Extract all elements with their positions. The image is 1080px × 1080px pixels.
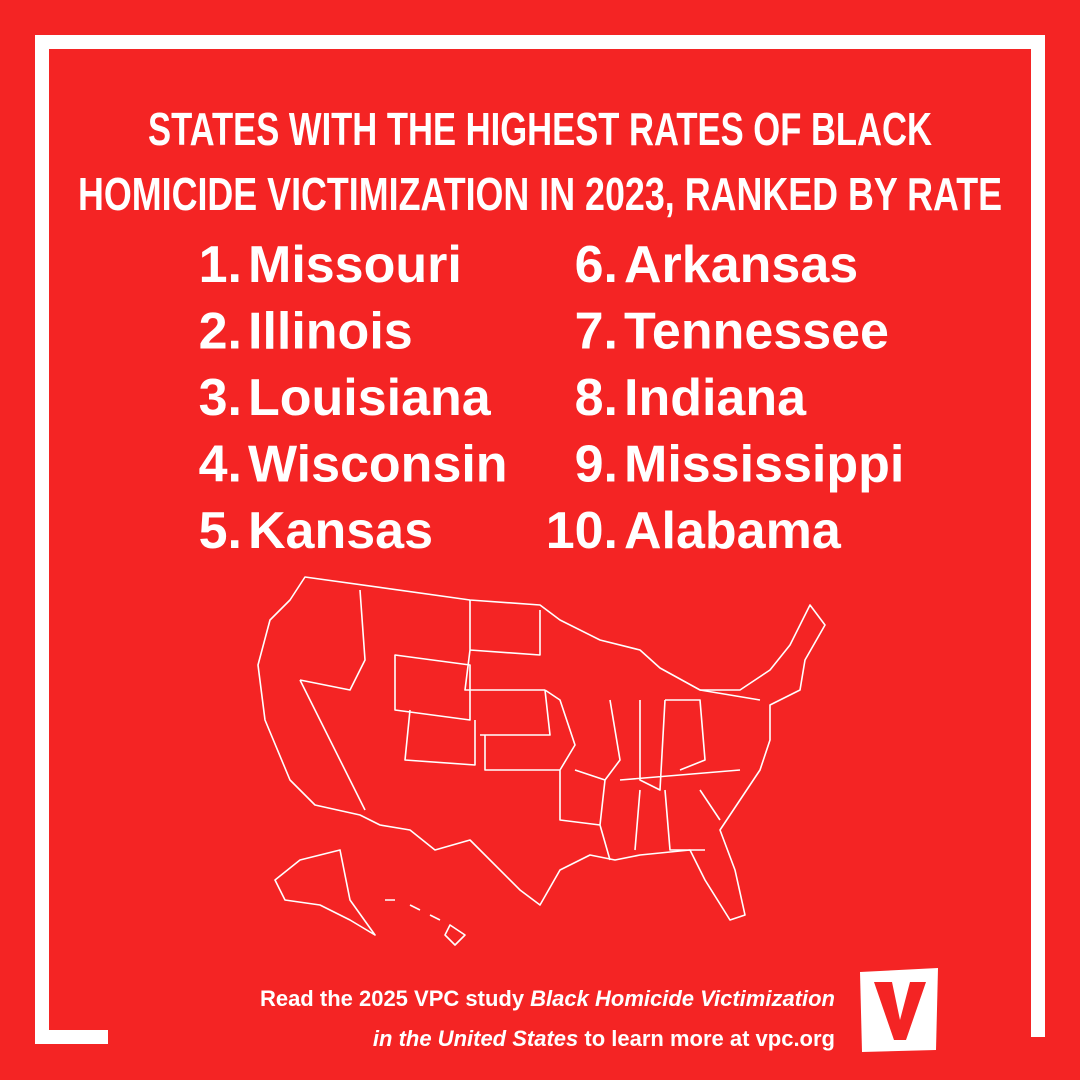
state-name: Tennessee — [624, 303, 889, 361]
footer-text: to learn more at vpc.org — [578, 1026, 835, 1051]
rank-number: 9. — [575, 436, 618, 494]
state-name: Wisconsin — [248, 436, 508, 494]
state-name: Kansas — [248, 502, 433, 560]
rank-number: 8. — [575, 369, 618, 427]
footer-line: in the United States to learn more at vp… — [373, 1026, 835, 1051]
frame — [35, 35, 1045, 1044]
rank-number: 2. — [199, 303, 242, 361]
state-name: Missouri — [248, 236, 462, 294]
state-name: Illinois — [248, 303, 413, 361]
rank-number: 3. — [199, 369, 242, 427]
footer-study-title: in the United States — [373, 1026, 578, 1051]
state-name: Mississippi — [624, 436, 904, 494]
us-map — [257, 576, 826, 946]
footer-text: Read the 2025 VPC study — [260, 986, 530, 1011]
footer-line: Read the 2025 VPC study Black Homicide V… — [260, 986, 835, 1011]
rank-number: 10. — [546, 502, 618, 560]
state-name: Indiana — [624, 369, 807, 427]
rank-number: 5. — [199, 502, 242, 560]
footer-study-title: Black Homicide Victimization — [530, 986, 835, 1011]
rank-number: 6. — [575, 236, 618, 294]
state-name: Louisiana — [248, 369, 492, 427]
rank-number: 1. — [199, 236, 242, 294]
title-line: HOMICIDE VICTIMIZATION IN 2023, RANKED B… — [78, 168, 1002, 220]
rank-number: 7. — [575, 303, 618, 361]
title-line: STATES WITH THE HIGHEST RATES OF BLACK — [148, 103, 932, 155]
vpc-logo — [860, 968, 938, 1052]
state-name: Alabama — [624, 502, 842, 560]
state-name: Arkansas — [624, 236, 858, 294]
rank-number: 4. — [199, 436, 242, 494]
